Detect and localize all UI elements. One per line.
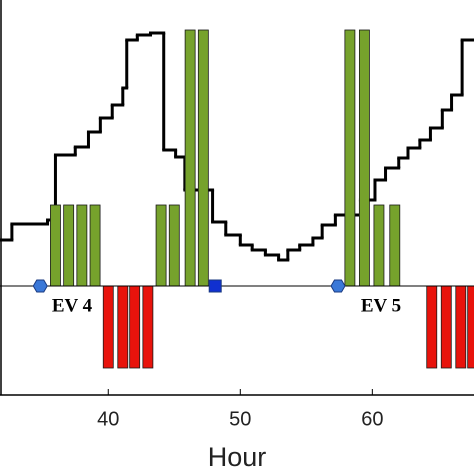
bar — [467, 285, 474, 369]
bar — [455, 285, 467, 369]
bar — [344, 29, 356, 287]
bar — [168, 204, 180, 287]
marker — [32, 279, 48, 293]
marker — [208, 279, 222, 293]
bar — [440, 285, 452, 369]
bar — [117, 285, 129, 369]
bar — [89, 204, 101, 287]
bar — [358, 29, 370, 287]
bar — [76, 204, 88, 287]
bar — [155, 204, 167, 287]
annotation: EV 4 — [52, 295, 93, 316]
bar — [197, 29, 209, 287]
bar — [129, 285, 141, 369]
bar — [142, 285, 154, 369]
bar — [426, 285, 438, 369]
x-tick-label: 40 — [97, 408, 119, 430]
bar — [63, 204, 75, 287]
marker — [330, 279, 346, 293]
bar — [102, 285, 114, 369]
x-tick-label: 50 — [229, 408, 251, 430]
annotation: EV 5 — [361, 295, 401, 316]
x-tick-label: 60 — [361, 408, 383, 430]
bar — [373, 204, 385, 287]
plot-area — [0, 29, 474, 369]
bar — [389, 204, 401, 287]
x-axis-label: Hour — [208, 442, 267, 472]
bar — [184, 29, 196, 287]
bar — [50, 204, 61, 287]
